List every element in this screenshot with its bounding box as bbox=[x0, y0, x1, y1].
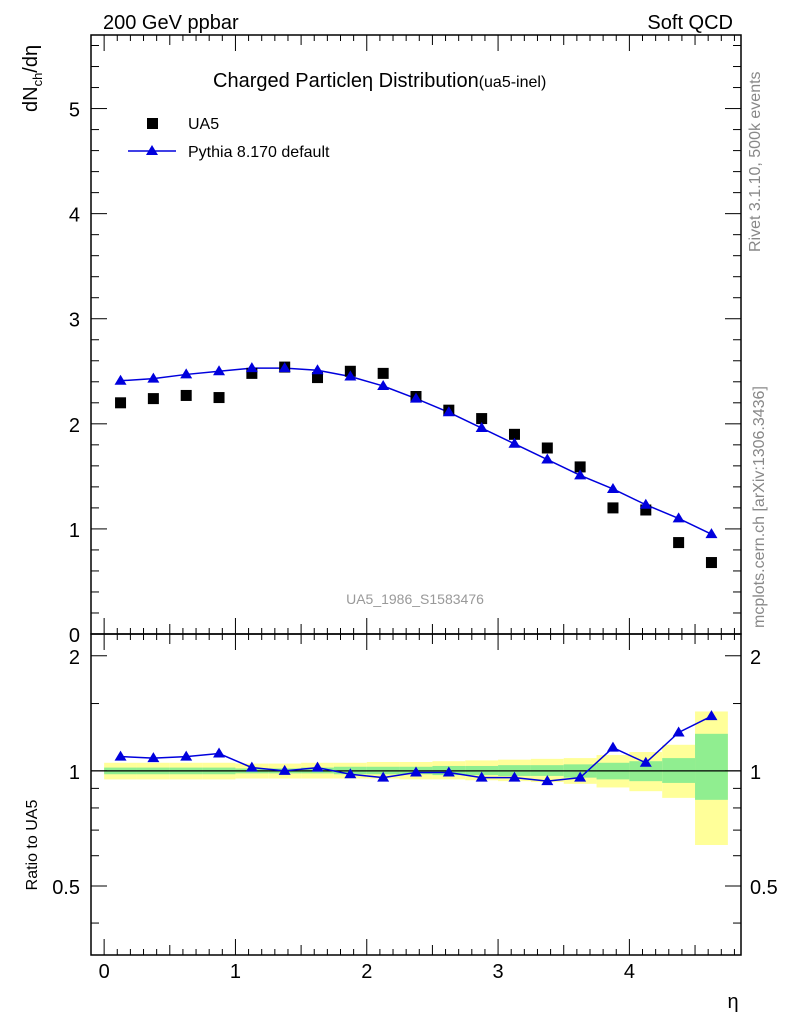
ratio-y-tick-label: 0.5 bbox=[52, 877, 80, 899]
pythia-point bbox=[508, 437, 521, 448]
ratio-point bbox=[574, 771, 587, 782]
ua5-point bbox=[147, 393, 159, 405]
x-axis-label: η bbox=[727, 991, 738, 1013]
y-tick-label: 0 bbox=[69, 625, 80, 647]
ratio-point bbox=[475, 771, 488, 782]
ratio-point bbox=[508, 771, 521, 782]
ratio-point bbox=[245, 761, 258, 772]
ua5-point bbox=[115, 397, 127, 409]
ratio-point bbox=[114, 750, 127, 761]
pythia-point bbox=[377, 379, 390, 390]
ratio-point bbox=[639, 756, 652, 767]
legend-label-pythia: Pythia 8.170 default bbox=[188, 144, 330, 161]
ratio-point bbox=[377, 771, 390, 782]
legend-marker-pythia bbox=[146, 145, 158, 155]
legend-marker-ua5 bbox=[147, 118, 158, 129]
header-right: Soft QCD bbox=[647, 12, 733, 34]
main-ylabel: dNch/dη bbox=[20, 45, 45, 112]
pythia-point bbox=[606, 482, 619, 493]
ratio-point bbox=[180, 750, 193, 761]
ratio-point bbox=[278, 764, 291, 775]
ua5-point bbox=[607, 502, 619, 514]
ratio-y-tick-label-right: 2 bbox=[750, 647, 761, 669]
x-tick-label: 4 bbox=[624, 961, 635, 983]
y-tick-label: 1 bbox=[69, 520, 80, 542]
x-tick-label: 3 bbox=[493, 961, 504, 983]
pythia-point bbox=[180, 368, 193, 379]
y-tick-label: 3 bbox=[69, 310, 80, 332]
ua5-point bbox=[476, 413, 488, 425]
y-tick-label: 4 bbox=[69, 205, 80, 227]
ratio-point bbox=[344, 768, 357, 779]
main-panel: Charged Particleη Distribution(ua5-inel)… bbox=[20, 34, 742, 955]
y-tick-label: 5 bbox=[69, 100, 80, 122]
ua5-point bbox=[673, 537, 685, 549]
mcplots-label: mcplots.cern.ch [arXiv:1306.3436] bbox=[751, 386, 768, 628]
pythia-point bbox=[213, 365, 226, 376]
ratio-y-tick-label: 1 bbox=[69, 762, 80, 784]
ratio-y-tick-label-right: 1 bbox=[750, 762, 761, 784]
ua5-point bbox=[377, 367, 389, 379]
header-left: 200 GeV ppbar bbox=[103, 12, 239, 34]
ua5-point bbox=[574, 461, 586, 473]
ua5-point bbox=[705, 557, 717, 569]
pythia-point bbox=[410, 392, 422, 403]
ua5-point bbox=[213, 392, 225, 404]
analysis-tag: UA5_1986_S1583476 bbox=[346, 591, 484, 607]
ratio-point bbox=[705, 710, 718, 721]
ua5-point bbox=[508, 428, 520, 440]
ratio-point bbox=[147, 752, 160, 763]
pythia-point bbox=[344, 370, 357, 381]
pythia-point bbox=[541, 453, 554, 464]
pythia-point bbox=[442, 406, 455, 417]
ua5-point bbox=[180, 389, 192, 401]
pythia-point bbox=[311, 364, 324, 375]
x-tick-label: 1 bbox=[230, 961, 241, 983]
pythia-point bbox=[114, 374, 127, 385]
ratio-point bbox=[410, 766, 422, 777]
legend-label-ua5: UA5 bbox=[188, 116, 219, 133]
ratio-point bbox=[311, 761, 324, 772]
ua5-point bbox=[246, 367, 258, 379]
ua5-point bbox=[640, 504, 652, 516]
legend: UA5 Pythia 8.170 default bbox=[128, 116, 330, 161]
ua5-point bbox=[312, 372, 324, 384]
ratio-point bbox=[213, 747, 226, 758]
pythia-point bbox=[475, 422, 488, 433]
pythia-point bbox=[574, 469, 587, 480]
x-tick-label: 0 bbox=[99, 961, 110, 983]
ratio-y-tick-label-right: 0.5 bbox=[750, 877, 778, 899]
main-title: Charged Particleη Distribution(ua5-inel) bbox=[213, 70, 546, 92]
ratio-point bbox=[606, 741, 619, 752]
ratio-y-tick-label: 2 bbox=[69, 647, 80, 669]
pythia-point bbox=[245, 362, 258, 373]
ratio-ylabel: Ratio to UA5 bbox=[24, 800, 41, 891]
pythia-point bbox=[672, 512, 685, 523]
ratio-point bbox=[541, 775, 554, 786]
x-tick-label: 2 bbox=[361, 961, 372, 983]
ua5-point bbox=[541, 442, 553, 454]
pythia-point bbox=[705, 528, 718, 539]
pythia-point bbox=[639, 498, 652, 509]
y-tick-label: 2 bbox=[69, 415, 80, 437]
ratio-frame bbox=[90, 633, 742, 956]
ratio-panel: Ratio to UA5 η 0 1 2 3 4 0.5 0.5 1 1 2 2 bbox=[24, 633, 778, 1013]
ratio-point bbox=[672, 726, 685, 737]
pythia-point bbox=[278, 362, 291, 373]
rivet-label: Rivet 3.1.10, 500k events bbox=[747, 71, 764, 252]
stat-band-bin bbox=[695, 733, 728, 800]
ratio-point bbox=[442, 766, 455, 777]
pythia-point bbox=[147, 372, 160, 383]
